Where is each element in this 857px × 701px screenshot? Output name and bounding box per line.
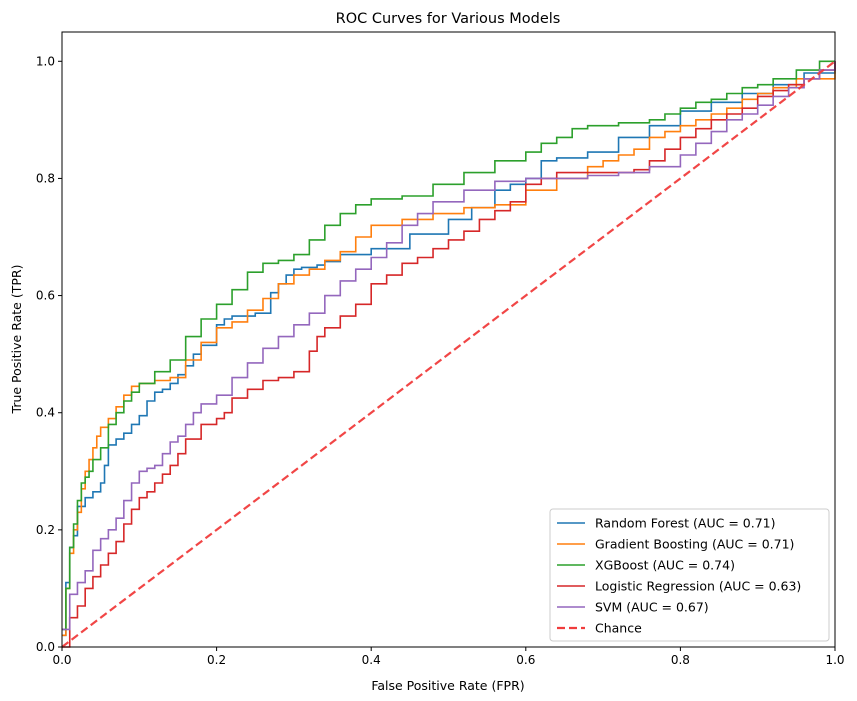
- series-layer: [61, 60, 836, 648]
- x-tick-label: 0.8: [671, 653, 690, 667]
- plot-area: [61, 31, 836, 648]
- series-line-1: [62, 61, 836, 637]
- series-line-5: [61, 60, 836, 648]
- x-tick-label: 0.6: [516, 653, 535, 667]
- series-line-4: [62, 61, 836, 631]
- x-tick-label: 0.4: [362, 653, 381, 667]
- legend: Random Forest (AUC = 0.71) Gradient Boost…: [549, 508, 830, 642]
- y-tick-label: 0.0: [36, 640, 55, 654]
- plot-frame: [61, 31, 836, 648]
- legend-label: Random Forest (AUC = 0.71): [595, 516, 776, 531]
- legend-label: SVM (AUC = 0.67): [595, 600, 709, 615]
- legend-label: Logistic Regression (AUC = 0.63): [595, 579, 801, 594]
- legend-entries: Random Forest (AUC = 0.71) Gradient Boost…: [557, 516, 801, 636]
- y-axis: 0.0 0.2 0.4 0.6 0.8 1.0: [36, 54, 62, 654]
- y-tick-label: 0.2: [36, 523, 55, 537]
- legend-label: Chance: [595, 621, 642, 636]
- y-axis-label: True Positive Rate (TPR): [9, 265, 24, 415]
- x-tick-label: 0.2: [207, 653, 226, 667]
- series-line-2: [62, 60, 835, 631]
- x-axis: 0.0 0.2 0.4 0.6 0.8 1.0: [52, 647, 845, 667]
- x-axis-label: False Positive Rate (FPR): [371, 678, 524, 693]
- legend-label: Gradient Boosting (AUC = 0.71): [595, 537, 794, 552]
- legend-box: [549, 508, 830, 642]
- y-tick-label: 0.6: [36, 289, 55, 303]
- legend-label: XGBoost (AUC = 0.74): [595, 558, 735, 573]
- x-tick-label: 1.0: [825, 653, 844, 667]
- y-tick-label: 1.0: [36, 54, 55, 68]
- y-tick-label: 0.4: [36, 406, 55, 420]
- chart-title: ROC Curves for Various Models: [336, 11, 561, 27]
- series-line-0: [62, 61, 836, 637]
- y-tick-label: 0.8: [36, 171, 55, 185]
- x-tick-label: 0.0: [52, 653, 71, 667]
- series-line-3: [62, 61, 836, 648]
